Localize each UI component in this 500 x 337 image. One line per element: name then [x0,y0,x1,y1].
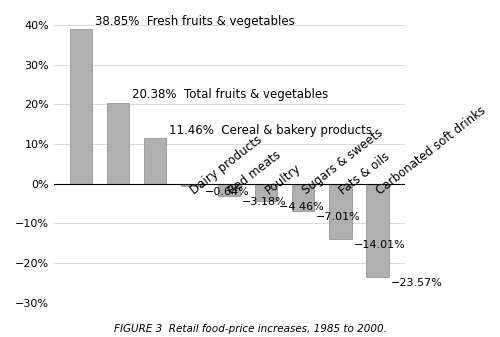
Bar [70,29,92,184]
Text: Fats & oils: Fats & oils [336,150,392,197]
Bar [107,103,129,184]
Bar [255,184,278,201]
Text: −3.18%: −3.18% [242,197,287,207]
Text: 11.46%  Cereal & bakery products: 11.46% Cereal & bakery products [169,124,372,137]
Bar [144,138,167,184]
Text: Sugars & sweets: Sugars & sweets [300,126,386,197]
Text: Red meats: Red meats [226,148,283,197]
Text: 20.38%  Total fruits & vegetables: 20.38% Total fruits & vegetables [132,89,328,101]
Text: Poultry: Poultry [262,161,303,197]
Text: −7.01%: −7.01% [316,212,361,222]
Text: −0.64%: −0.64% [205,187,250,197]
Text: −14.01%: −14.01% [354,240,405,250]
Text: FIGURE 3  Retail food-price increases, 1985 to 2000.: FIGURE 3 Retail food-price increases, 19… [114,324,386,334]
Text: 38.85%  Fresh fruits & vegetables: 38.85% Fresh fruits & vegetables [95,15,295,28]
Text: −4 46%: −4 46% [280,202,324,212]
Bar [218,184,240,196]
Text: Dairy products: Dairy products [188,133,265,197]
Bar [366,184,388,277]
Text: Carbonated soft drinks: Carbonated soft drinks [374,103,488,197]
Text: −23.57%: −23.57% [390,278,442,288]
Bar [292,184,314,211]
Bar [330,184,351,239]
Bar [181,184,204,186]
